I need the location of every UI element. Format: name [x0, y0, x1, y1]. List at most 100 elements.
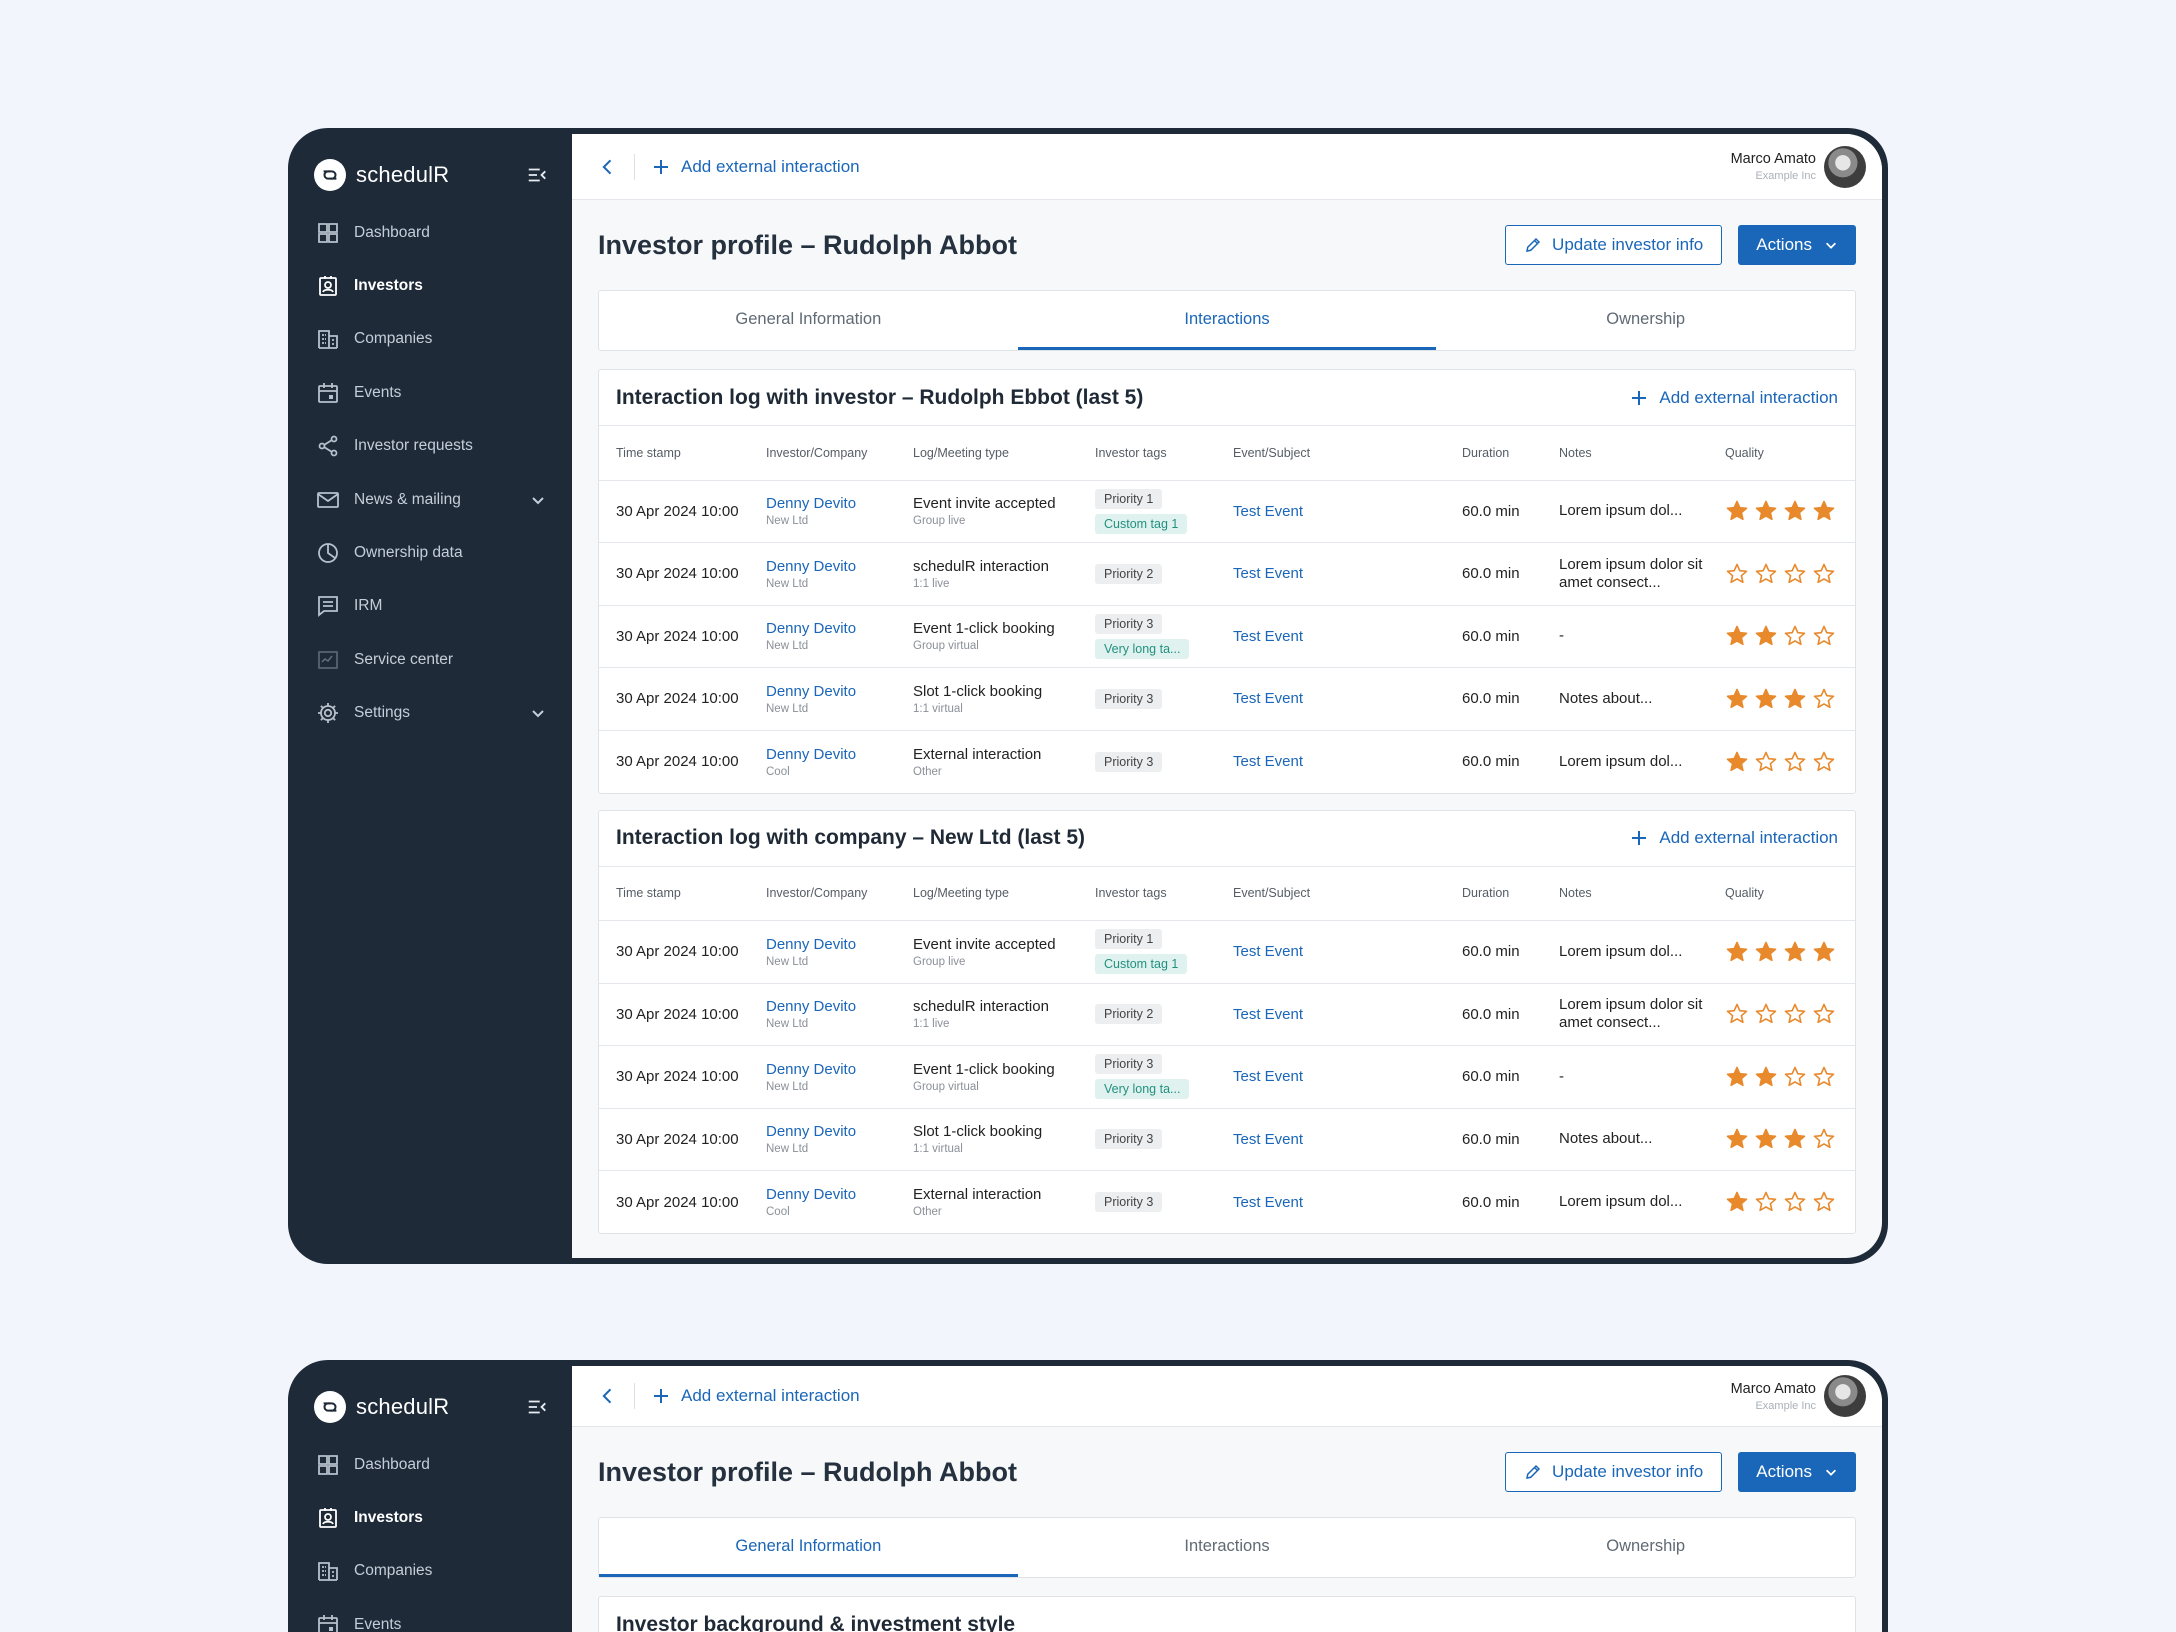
add-external-interaction-link[interactable]: Add external interaction — [653, 157, 860, 177]
investor-link[interactable]: Denny Devito — [766, 682, 857, 700]
table-row[interactable]: 30 Apr 2024 10:00 Denny Devito Cool Externa… — [599, 730, 1855, 793]
sidebar-item-companies[interactable]: Companies — [288, 1545, 572, 1598]
star-empty-icon[interactable] — [1783, 750, 1807, 774]
sidebar-item-investors[interactable]: Investors — [288, 1491, 572, 1544]
star-filled-icon[interactable] — [1725, 750, 1749, 774]
quality-rating[interactable] — [1725, 750, 1851, 774]
star-filled-icon[interactable] — [1725, 499, 1749, 523]
collapse-menu-icon[interactable] — [526, 164, 548, 186]
sidebar-item-dashboard[interactable]: Dashboard — [288, 1438, 572, 1491]
table-row[interactable]: 30 Apr 2024 10:00 Denny Devito Cool Externa… — [599, 1171, 1855, 1234]
star-filled-icon[interactable] — [1754, 1065, 1778, 1089]
star-filled-icon[interactable] — [1725, 1190, 1749, 1214]
star-empty-icon[interactable] — [1812, 1002, 1836, 1026]
sidebar-item-events[interactable]: Events — [288, 1598, 572, 1632]
quality-rating[interactable] — [1725, 940, 1851, 964]
tab-ownership[interactable]: Ownership — [1606, 1536, 1686, 1555]
sidebar-item-investors[interactable]: Investors — [288, 259, 572, 312]
star-filled-icon[interactable] — [1754, 687, 1778, 711]
quality-rating[interactable] — [1725, 1065, 1851, 1089]
avatar[interactable] — [1824, 1375, 1866, 1417]
quality-rating[interactable] — [1725, 562, 1851, 586]
investor-link[interactable]: Denny Devito — [766, 557, 857, 575]
investor-link[interactable]: Denny Devito — [766, 935, 857, 953]
add-external-interaction-link[interactable]: Add external interaction — [653, 1386, 860, 1406]
star-filled-icon[interactable] — [1725, 1127, 1749, 1151]
star-filled-icon[interactable] — [1754, 940, 1778, 964]
chevron-down-icon[interactable] — [530, 492, 546, 508]
sidebar-item-service-center[interactable]: Service center — [288, 633, 572, 686]
star-filled-icon[interactable] — [1725, 624, 1749, 648]
back-arrow-icon[interactable] — [598, 157, 618, 177]
quality-rating[interactable] — [1725, 687, 1851, 711]
investor-link[interactable]: Denny Devito — [766, 1060, 857, 1078]
star-empty-icon[interactable] — [1754, 1190, 1778, 1214]
quality-rating[interactable] — [1725, 1002, 1851, 1026]
chevron-down-icon[interactable] — [530, 705, 546, 721]
star-empty-icon[interactable] — [1812, 1065, 1836, 1089]
tab-interactions[interactable]: Interactions — [1017, 291, 1437, 350]
star-empty-icon[interactable] — [1812, 1127, 1836, 1151]
star-filled-icon[interactable] — [1812, 940, 1836, 964]
star-filled-icon[interactable] — [1725, 940, 1749, 964]
sidebar-item-news-and-mailing[interactable]: News & mailing — [288, 473, 572, 526]
sidebar-item-dashboard[interactable]: Dashboard — [288, 206, 572, 259]
star-empty-icon[interactable] — [1812, 1190, 1836, 1214]
investor-link[interactable]: Denny Devito — [766, 1123, 857, 1141]
star-filled-icon[interactable] — [1783, 687, 1807, 711]
add-external-interaction-button[interactable]: Add external interaction — [1631, 828, 1838, 848]
actions-button[interactable]: Actions — [1738, 1452, 1856, 1492]
star-filled-icon[interactable] — [1783, 940, 1807, 964]
star-filled-icon[interactable] — [1783, 1127, 1807, 1151]
quality-rating[interactable] — [1725, 624, 1851, 648]
sidebar-item-ownership-data[interactable]: Ownership data — [288, 526, 572, 579]
star-empty-icon[interactable] — [1812, 687, 1836, 711]
star-empty-icon[interactable] — [1725, 1002, 1749, 1026]
table-row[interactable]: 30 Apr 2024 10:00 Denny Devito New Ltd Even… — [599, 605, 1855, 668]
star-filled-icon[interactable] — [1725, 687, 1749, 711]
star-empty-icon[interactable] — [1783, 1190, 1807, 1214]
tab-interactions[interactable]: Interactions — [1184, 1536, 1270, 1555]
star-empty-icon[interactable] — [1783, 1002, 1807, 1026]
star-filled-icon[interactable] — [1754, 1127, 1778, 1151]
event-link[interactable]: Test Event — [1233, 627, 1304, 645]
update-investor-info-button[interactable]: Update investor info — [1505, 1452, 1723, 1492]
actions-button[interactable]: Actions — [1738, 225, 1856, 265]
investor-link[interactable]: Denny Devito — [766, 620, 857, 638]
star-empty-icon[interactable] — [1812, 562, 1836, 586]
table-row[interactable]: 30 Apr 2024 10:00 Denny Devito New Ltd Slot… — [599, 667, 1855, 731]
star-filled-icon[interactable] — [1812, 499, 1836, 523]
event-link[interactable]: Test Event — [1233, 690, 1304, 708]
collapse-menu-icon[interactable] — [526, 1396, 548, 1418]
investor-link[interactable]: Denny Devito — [766, 745, 857, 763]
table-row[interactable]: 30 Apr 2024 10:00 Denny Devito New Ltd Slot… — [599, 1108, 1855, 1171]
tab-general-information[interactable]: General Information — [599, 1518, 1018, 1577]
sidebar-item-irm[interactable]: IRM — [288, 580, 572, 633]
add-external-interaction-button[interactable]: Add external interaction — [1631, 388, 1838, 408]
avatar[interactable] — [1824, 145, 1866, 188]
tab-ownership[interactable]: Ownership — [1606, 309, 1686, 328]
event-link[interactable]: Test Event — [1233, 1130, 1304, 1148]
star-empty-icon[interactable] — [1725, 562, 1749, 586]
sidebar-item-companies[interactable]: Companies — [288, 313, 572, 366]
event-link[interactable]: Test Event — [1233, 1068, 1304, 1086]
investor-link[interactable]: Denny Devito — [766, 998, 857, 1016]
user-info[interactable]: Marco Amato Example Inc — [1731, 151, 1816, 182]
update-investor-info-button[interactable]: Update investor info — [1505, 225, 1723, 265]
event-link[interactable]: Test Event — [1233, 565, 1304, 583]
quality-rating[interactable] — [1725, 1190, 1851, 1214]
table-row[interactable]: 30 Apr 2024 10:00 Denny Devito New Ltd Even… — [599, 920, 1855, 984]
event-link[interactable]: Test Event — [1233, 1193, 1304, 1211]
event-link[interactable]: Test Event — [1233, 1005, 1304, 1023]
star-filled-icon[interactable] — [1754, 499, 1778, 523]
star-empty-icon[interactable] — [1783, 624, 1807, 648]
sidebar-item-events[interactable]: Events — [288, 366, 572, 419]
user-info[interactable]: Marco Amato Example Inc — [1731, 1381, 1816, 1412]
tab-general-information[interactable]: General Information — [735, 309, 882, 328]
sidebar-item-investor-requests[interactable]: Investor requests — [288, 420, 572, 473]
star-empty-icon[interactable] — [1754, 1002, 1778, 1026]
quality-rating[interactable] — [1725, 499, 1851, 523]
star-filled-icon[interactable] — [1783, 499, 1807, 523]
star-empty-icon[interactable] — [1754, 750, 1778, 774]
star-empty-icon[interactable] — [1812, 750, 1836, 774]
